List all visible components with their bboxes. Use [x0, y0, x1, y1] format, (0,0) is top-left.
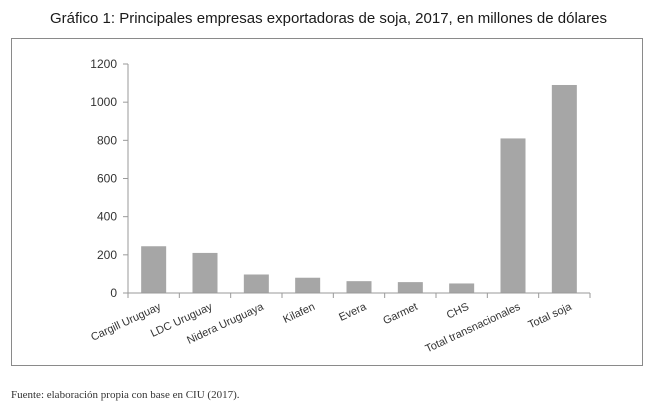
x-tick-label: CHS: [445, 301, 471, 322]
bar-evera: [346, 281, 372, 293]
chart-title: Gráfico 1: Principales empresas exportad…: [50, 10, 607, 27]
bars: [141, 84, 577, 293]
bar-nidera-uruguaya: [243, 274, 269, 293]
x-tick-label: Garmet: [381, 301, 419, 327]
x-tick-label: Total soja: [526, 300, 574, 331]
source-note: Fuente: elaboración propia con base en C…: [11, 389, 240, 401]
bar-chart: 0 200 400 600 800 1000 1200 Cargill UruguayLDC…: [89, 57, 591, 356]
bar-total-soja: [551, 84, 577, 293]
y-tick-label: 400: [97, 210, 117, 224]
bar-total-transnacionales: [500, 138, 526, 293]
y-tick-label: 1000: [90, 95, 117, 109]
bar-chs: [449, 283, 475, 293]
x-tick-label: Total transnacionales: [424, 301, 523, 356]
y-tick-label: 200: [97, 248, 117, 262]
x-tick-label: Evera: [337, 300, 369, 323]
bar-kilafen: [295, 277, 321, 293]
y-tick-label: 600: [97, 172, 117, 186]
y-tick-label: 1200: [90, 57, 117, 71]
chart-frame: 0 200 400 600 800 1000 1200 Cargill Uruguay LDC…: [11, 38, 643, 366]
bar-ldc-uruguay: [192, 252, 218, 293]
y-tick-label: 0: [110, 286, 117, 300]
x-tick-label: Kilafen: [281, 301, 317, 326]
bar-garmet: [397, 282, 423, 293]
y-axis: 0 200 400 600 800 1000 1200: [90, 57, 129, 300]
y-tick-label: 800: [97, 133, 117, 147]
bar-cargill-uruguay: [141, 246, 167, 293]
